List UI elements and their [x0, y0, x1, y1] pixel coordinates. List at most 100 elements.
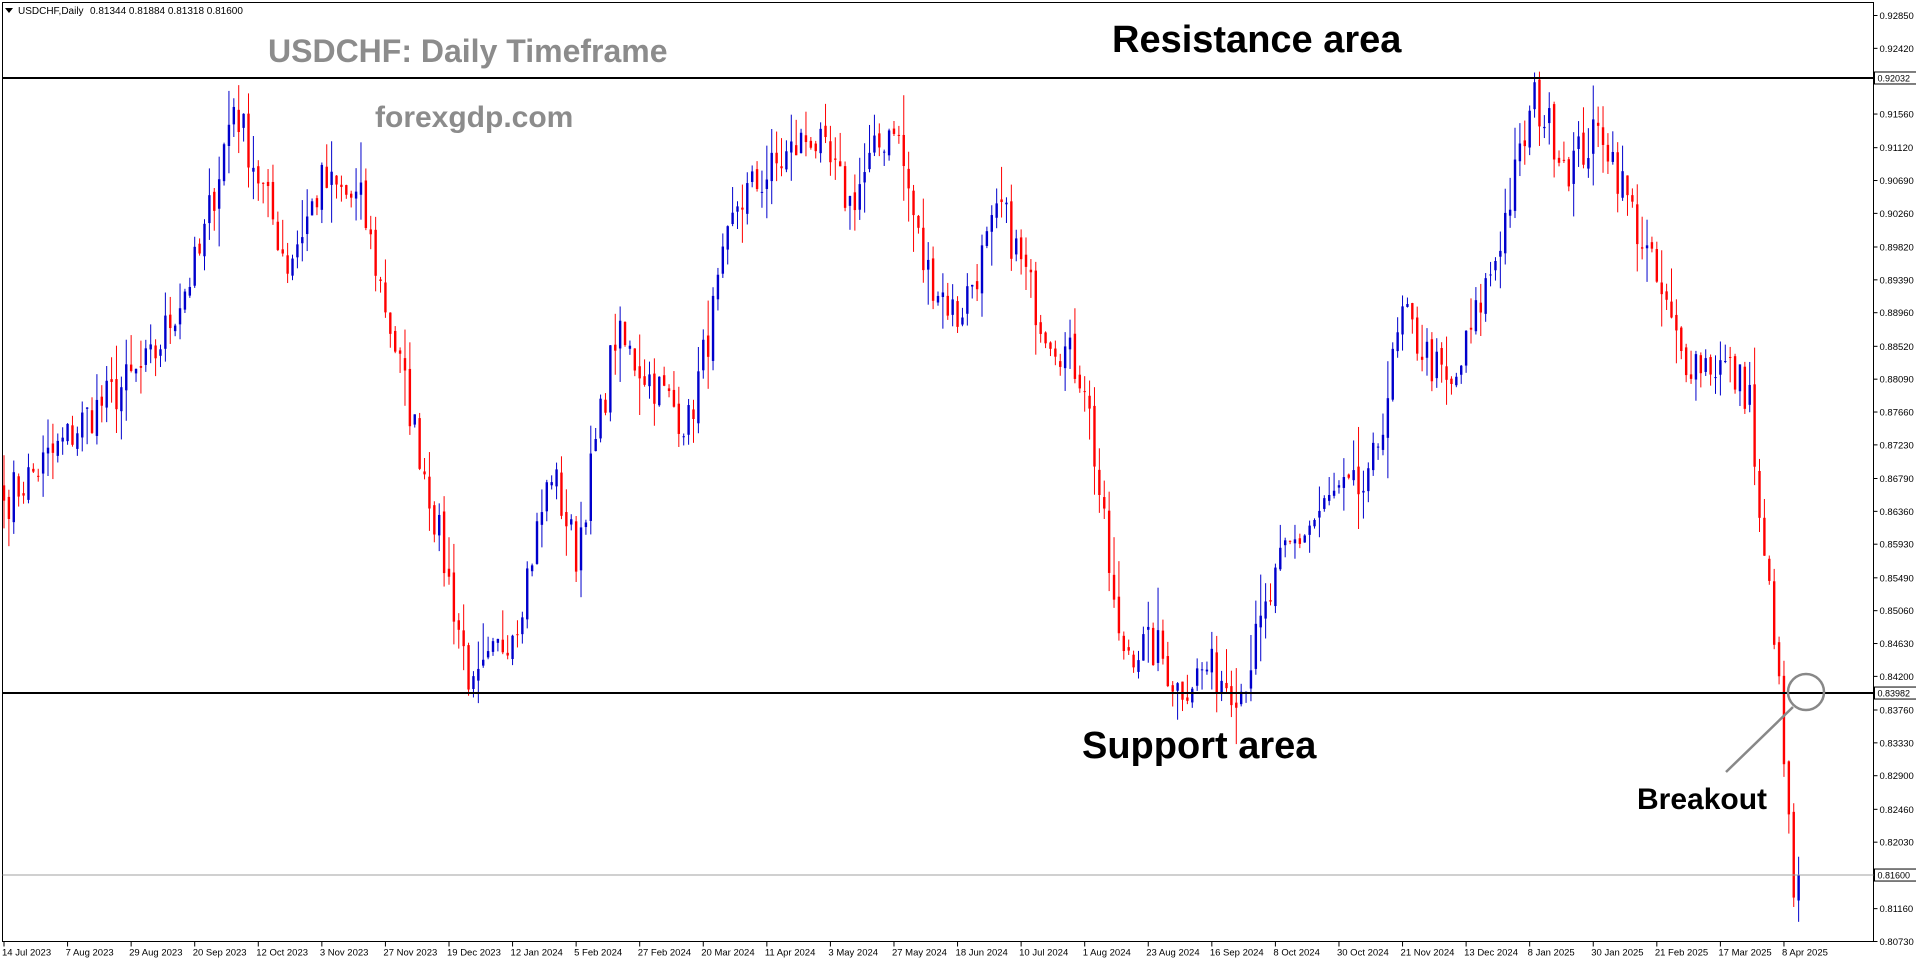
candle [1606, 133, 1610, 174]
candle-body [37, 475, 40, 477]
x-tick-label: 23 Aug 2024 [1146, 948, 1199, 959]
candle [1279, 524, 1282, 571]
candle-body [413, 414, 416, 425]
candle-body [697, 371, 700, 424]
candle-body [780, 166, 783, 169]
candle [863, 143, 866, 213]
candle-body [526, 568, 529, 620]
candle-body [682, 436, 685, 438]
candle-body [1792, 811, 1795, 898]
candle-body [775, 152, 778, 164]
candle-body [477, 668, 480, 681]
candle [1357, 426, 1360, 529]
dropdown-arrow-icon[interactable] [5, 8, 13, 13]
candle [1797, 856, 1800, 922]
candle [1743, 361, 1747, 414]
candle [252, 135, 255, 200]
candle-body [76, 433, 79, 449]
candle [1137, 650, 1140, 679]
candle [785, 140, 788, 173]
candle [1665, 283, 1668, 310]
candle-body [1665, 291, 1668, 300]
candle [1298, 533, 1302, 549]
candle-body [144, 348, 148, 365]
candle [912, 184, 915, 252]
candle-body [257, 166, 260, 184]
candle [37, 468, 40, 482]
candle-body [1122, 635, 1126, 652]
candle [853, 174, 857, 231]
candle-body [139, 366, 143, 368]
candle-body [379, 279, 382, 281]
candle [956, 296, 959, 333]
candle [1327, 477, 1331, 506]
candle [384, 259, 387, 318]
candle [780, 138, 783, 177]
candle [1733, 353, 1737, 394]
candle [139, 340, 143, 394]
candle-body [462, 630, 465, 647]
x-tick-label: 12 Jan 2024 [511, 948, 563, 959]
candle-body [868, 152, 871, 170]
candle-body [1523, 140, 1526, 147]
candle-body [599, 398, 602, 439]
candle-body [1548, 108, 1551, 124]
candle-body [1450, 378, 1453, 384]
candle-body [105, 380, 108, 408]
candle-body [1381, 434, 1385, 450]
candle [526, 561, 529, 629]
time-axis: 14 Jul 2023 7 Aug 2023 29 Aug 2023 20 Sep 2… [2, 941, 1828, 959]
candle-body [687, 405, 690, 435]
candle [917, 214, 920, 234]
candle [1484, 273, 1487, 322]
candle-body [677, 403, 681, 434]
candle-body [1225, 682, 1228, 689]
candle [1680, 326, 1683, 360]
candle-body [1161, 630, 1165, 659]
candle [169, 296, 172, 344]
candle-body [1249, 670, 1253, 689]
candle-body [892, 128, 896, 134]
candle [433, 501, 436, 543]
candle-body [1430, 339, 1434, 382]
candle-body [985, 231, 989, 246]
candle-body [550, 482, 553, 486]
candle-body [643, 376, 646, 385]
candle-body [1557, 157, 1561, 163]
level-lines: 0.92032 0.83982 0.81600 [2, 71, 1916, 882]
candle [482, 623, 485, 668]
candle-body [1156, 630, 1160, 663]
candle [565, 489, 568, 556]
candle-body [1562, 159, 1566, 161]
candle [66, 423, 69, 445]
candle-body [883, 151, 886, 153]
candle [320, 162, 324, 224]
y-tick-label: 0.85060 [1880, 606, 1914, 617]
candle-body [829, 141, 832, 163]
candle-body [540, 512, 544, 525]
candle-body [403, 358, 407, 371]
candle [1039, 314, 1042, 343]
candle-body [22, 493, 25, 496]
candle [1239, 683, 1243, 707]
candle-body [2, 485, 6, 501]
candle [824, 103, 827, 144]
candle-body [1200, 669, 1204, 671]
candle-body [980, 245, 984, 294]
candle [76, 426, 79, 456]
candle [149, 324, 152, 364]
candle-body [579, 527, 583, 571]
y-tick-label: 0.82900 [1880, 771, 1914, 782]
candle [1024, 237, 1028, 291]
candle [1645, 219, 1649, 282]
candle-body [1235, 702, 1238, 708]
candle [447, 537, 451, 585]
candle [1763, 498, 1766, 556]
candle-body [1518, 143, 1522, 162]
candle [110, 357, 113, 403]
candle-body [1015, 238, 1018, 255]
x-tick-label: 29 Aug 2023 [129, 948, 182, 959]
candle-body [506, 652, 509, 656]
candle [1122, 631, 1126, 660]
candle-body [1347, 474, 1350, 478]
